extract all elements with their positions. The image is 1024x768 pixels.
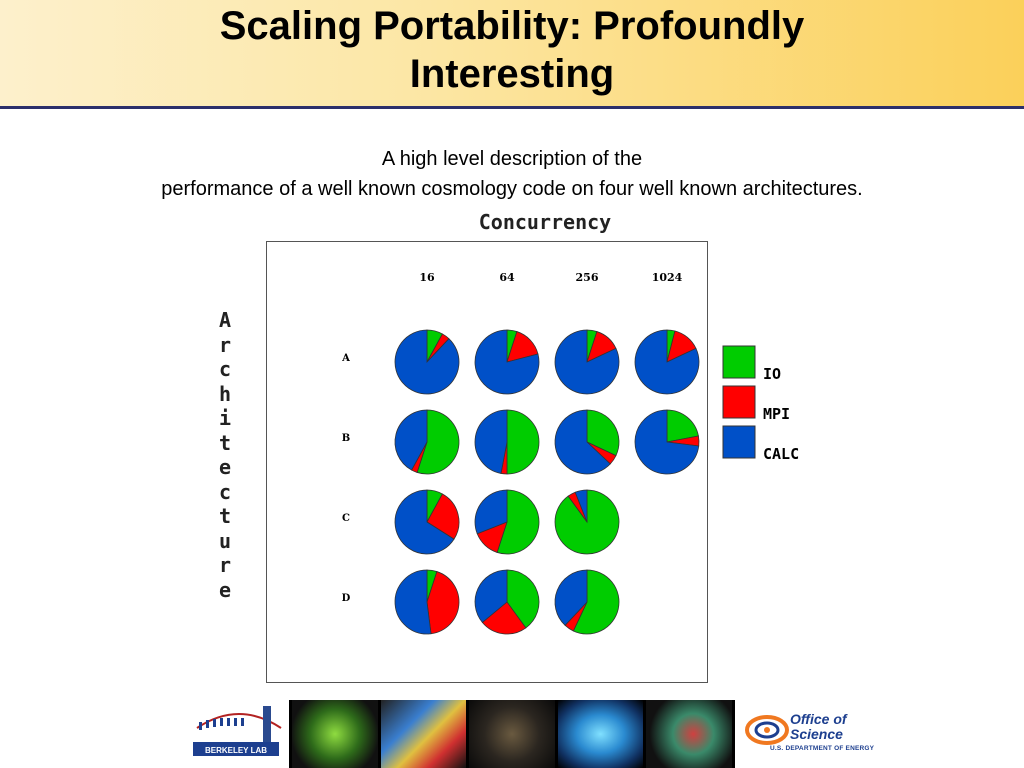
berkeley-lab-logo: BERKELEY LAB [193,706,282,756]
row-tick-label: B [342,433,350,444]
legend-swatch-mpi [722,385,756,419]
column-tick-label: 16 [419,271,435,284]
pie-D-16 [394,569,460,635]
pie-A-256 [554,329,620,395]
simulation-thumb-2 [380,700,467,768]
pie-slice-calc [474,489,508,535]
pie-slice-calc [394,409,428,471]
chart-x-axis-label: Concurrency [478,210,612,234]
slide-subtitle: A high level description of the performa… [0,144,1024,204]
pie-slice-mpi [426,571,460,635]
y-axis-letter: e [218,577,232,602]
y-axis-letter: A [218,308,232,332]
image-strip [289,700,735,768]
simulation-thumb-5 [646,700,732,768]
office-of-science-icon [745,715,789,745]
legend-swatch-calc [722,425,756,459]
y-axis-letter: r [218,553,232,577]
pie-slice-mpi [481,601,527,635]
pie-slice-mpi [426,493,460,540]
pie-slice-calc [474,569,508,623]
pie-slice-calc [474,329,540,395]
pie-A-1024 [634,329,700,395]
pie-B-1024 [634,409,700,475]
column-tick-label: 256 [576,271,599,284]
slide-title-line2: Interesting [409,52,615,96]
pie-slice-calc [394,329,460,395]
pie-slice-calc [554,409,611,475]
pie-slice-io [506,569,540,629]
pie-D-64 [474,569,540,635]
y-axis-letter: r [218,332,232,357]
title-bar [0,0,1024,109]
pie-slice-io [506,409,540,475]
y-axis-letter: t [218,504,232,528]
pie-slice-io [496,489,540,555]
science-line1: Office of [790,711,847,727]
pie-slice-calc [394,489,455,555]
pie-A-16 [394,329,460,395]
pie-slice-calc [574,489,588,523]
pie-B-256 [554,409,620,475]
pie-slice-io [586,409,620,457]
office-of-science-label: Office of Science [790,712,890,742]
pie-B-64 [474,409,540,475]
pie-C-64 [474,489,540,555]
pie-slice-io [416,409,460,475]
column-tick-label: 1024 [652,271,683,284]
pie-slice-calc [554,329,620,395]
simulation-thumb-4 [557,700,644,768]
row-tick-label: C [342,513,350,524]
y-axis-letter: h [218,381,232,406]
simulation-thumb-3 [469,700,555,768]
pie-B-16 [394,409,460,475]
y-axis-letter: e [218,455,232,479]
y-axis-letter: i [218,406,232,430]
legend-swatch-io [722,345,756,379]
slide-title-line1: Scaling Portability: Profoundly [219,4,805,48]
y-axis-letter: u [218,528,232,553]
pie-slice-calc [394,569,432,635]
y-axis-letter: t [218,430,232,455]
subtitle-line2: performance of a well known cosmology co… [161,178,863,200]
slide-title: Scaling Portability: Profoundly Interest… [0,0,1024,98]
y-axis-letter: c [218,479,232,504]
pie-slice-calc [634,409,700,475]
row-tick-label: D [342,593,351,604]
pie-slice-io [666,409,699,443]
doe-label: U.S. DEPARTMENT OF ENERGY [770,745,875,752]
pie-slice-calc [474,409,508,474]
pie-slice-calc [554,569,588,626]
pie-A-64 [474,329,540,395]
legend-label-mpi: MPI [763,405,790,423]
pie-slice-io [572,569,620,635]
column-tick-label: 64 [499,271,515,284]
pie-slice-calc [634,329,700,395]
pie-C-256 [554,489,620,555]
legend-label-calc: CALC [763,445,799,463]
berkeley-lab-label: BERKELEY LAB [205,746,267,755]
pie-D-256 [554,569,620,635]
legend-label-io: IO [763,365,781,383]
science-line2: Science [790,726,843,742]
subtitle-line1: A high level description of the [381,148,643,170]
simulation-thumb-1 [292,700,378,768]
row-tick-label: A [341,353,350,364]
y-axis-letter: c [218,357,232,381]
pie-C-16 [394,489,460,555]
